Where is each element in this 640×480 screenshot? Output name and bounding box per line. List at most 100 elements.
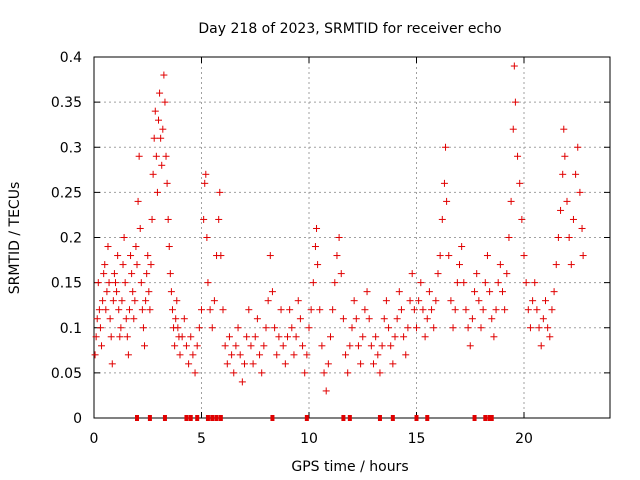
- data-point: [348, 324, 356, 332]
- zero-flag-marker: [188, 415, 193, 421]
- data-point: [187, 333, 195, 341]
- data-point: [301, 369, 309, 377]
- data-point: [180, 315, 188, 323]
- data-point: [442, 143, 450, 151]
- chart-title: Day 218 of 2023, SRMTID for receiver ech…: [198, 21, 501, 37]
- data-point: [258, 369, 266, 377]
- data-point: [128, 270, 136, 278]
- data-point: [160, 71, 168, 79]
- data-point: [428, 306, 436, 314]
- data-point: [119, 261, 127, 269]
- data-point: [327, 333, 334, 341]
- x-tick-label: 5: [197, 431, 206, 447]
- data-point: [559, 170, 567, 178]
- data-point: [132, 243, 140, 251]
- zero-flag-marker: [472, 415, 477, 421]
- data-point: [400, 333, 408, 341]
- data-point: [423, 315, 431, 323]
- data-point: [150, 134, 158, 142]
- data-point: [172, 315, 180, 323]
- data-point: [529, 297, 537, 305]
- data-point: [535, 324, 543, 332]
- data-point: [210, 297, 218, 305]
- data-point: [156, 89, 164, 97]
- data-point: [554, 234, 562, 241]
- data-point: [292, 333, 300, 341]
- data-point: [286, 306, 294, 314]
- data-point: [511, 98, 519, 106]
- data-point: [185, 360, 193, 368]
- data-point: [436, 252, 444, 260]
- data-point: [129, 288, 137, 296]
- x-tick-label: 15: [408, 431, 426, 447]
- data-point: [106, 315, 114, 323]
- data-point: [245, 306, 253, 314]
- data-point: [223, 360, 231, 368]
- data-point: [380, 315, 388, 323]
- data-point: [382, 297, 390, 305]
- data-point: [440, 179, 448, 187]
- data-point: [486, 288, 494, 296]
- zero-flag-marker: [214, 415, 219, 421]
- plot-frame: [93, 56, 611, 419]
- data-point: [531, 279, 539, 287]
- data-point: [329, 306, 337, 314]
- zero-flag-marker: [218, 415, 223, 421]
- data-point: [410, 306, 418, 314]
- data-point: [578, 224, 586, 232]
- data-point: [157, 134, 165, 142]
- data-point: [443, 197, 451, 205]
- data-point: [152, 152, 160, 160]
- data-point: [130, 315, 138, 323]
- data-point: [281, 360, 289, 368]
- data-point: [217, 252, 225, 260]
- y-tick-label: 0.2: [60, 231, 82, 247]
- data-point: [542, 297, 549, 305]
- data-point: [552, 261, 560, 269]
- y-tick-label: 0.15: [51, 276, 82, 292]
- y-tick-label: 0.3: [60, 140, 82, 156]
- data-point: [115, 306, 123, 314]
- data-point: [256, 351, 264, 359]
- data-point: [471, 288, 479, 296]
- data-point: [393, 315, 401, 323]
- y-tick-label: 0.25: [51, 185, 82, 201]
- data-point: [296, 315, 304, 323]
- data-point: [206, 306, 214, 314]
- x-axis-label: GPS time / hours: [291, 459, 408, 475]
- data-point: [284, 333, 291, 341]
- data-point: [203, 234, 211, 241]
- data-point: [557, 206, 565, 214]
- data-point: [344, 369, 352, 377]
- data-point: [236, 351, 244, 359]
- data-point: [354, 342, 362, 350]
- data-point: [143, 270, 151, 278]
- data-point: [164, 215, 172, 223]
- zero-flag-marker: [304, 415, 309, 421]
- zero-flag-marker: [414, 415, 419, 421]
- data-point: [526, 324, 534, 332]
- data-point: [109, 297, 117, 305]
- data-point: [241, 360, 248, 368]
- data-point: [520, 252, 528, 260]
- data-point: [200, 215, 208, 223]
- data-point: [453, 279, 461, 287]
- data-point: [524, 306, 532, 314]
- data-point: [438, 215, 446, 223]
- data-point: [494, 279, 502, 287]
- data-point: [225, 333, 233, 341]
- data-point: [544, 324, 552, 332]
- data-point: [335, 234, 343, 241]
- data-point: [104, 243, 112, 251]
- data-point: [475, 297, 483, 305]
- data-point: [228, 351, 236, 359]
- data-point: [510, 62, 518, 70]
- data-point: [413, 324, 420, 332]
- zero-flag-marker: [425, 415, 430, 421]
- data-point: [230, 369, 238, 377]
- data-point: [579, 252, 587, 260]
- data-point: [253, 315, 261, 323]
- data-point: [107, 333, 115, 341]
- x-tick-label: 0: [90, 431, 99, 447]
